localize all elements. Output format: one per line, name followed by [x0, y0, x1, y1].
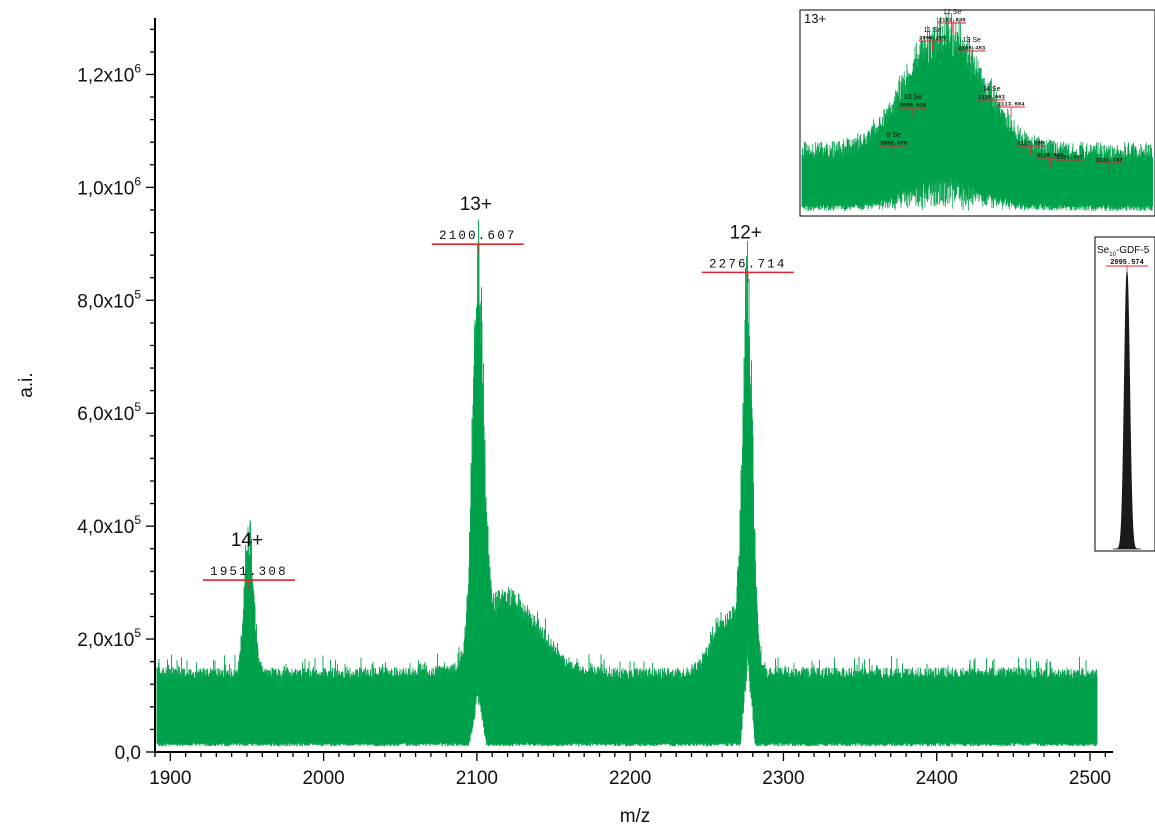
- inset-peak-mass-label: 2102.835: [939, 17, 966, 24]
- y-tick-label: 8,0x105: [77, 287, 141, 312]
- inset-peak-mass-label: 2117.285: [1017, 140, 1044, 147]
- x-tick-label: 2200: [609, 768, 651, 789]
- inset-peak-mass-label: 2120.920: [1037, 152, 1064, 159]
- peak-mass-label: 2276.714: [709, 257, 787, 271]
- inset-peak-se-label: 9 Se: [887, 132, 902, 139]
- main-spectrum-trace: [156, 219, 1098, 747]
- peak-charge-label: 14+: [231, 530, 263, 551]
- inset-se10-gdf5-title-main: Se: [1097, 245, 1110, 256]
- peak-mass-label: 2100.607: [439, 229, 517, 243]
- inset-se10-gdf5-title-sub: 10: [1109, 252, 1116, 258]
- peak-labels: 1951.308 14+ 2100.607 13+ 2276.714 12+: [202, 194, 794, 591]
- x-tick-label: 2000: [302, 768, 344, 789]
- y-tick-label: 1,0x106: [77, 174, 141, 199]
- inset-se10-gdf5-title: Se10-GDF-5: [1097, 245, 1150, 258]
- inset-peak-mass-label: 2131.747: [1096, 157, 1123, 164]
- inset-peak-mass-label: 2106.453: [958, 45, 985, 52]
- inset-se10-gdf5-title-rest: -GDF-5: [1116, 245, 1150, 256]
- x-tick-label: 2300: [762, 768, 804, 789]
- y-tick-label: 2,0x105: [77, 626, 141, 651]
- inset-peak-se-label: 13 Se: [963, 37, 981, 44]
- inset-peak-mass-label: 2099.225: [919, 35, 946, 42]
- y-tick-label: 4,0x105: [77, 513, 141, 538]
- inset-peak-mass-label: 2092.078: [880, 140, 907, 147]
- inset-peak-se-label: 10 Se: [904, 94, 922, 101]
- inset-se10-gdf5-trace-path: [1113, 271, 1141, 550]
- inset-peak-se-label: 11 Se: [924, 27, 942, 34]
- y-tick-label: 6,0x105: [77, 400, 141, 425]
- inset-peak-se-label: 14 Se: [982, 86, 1000, 93]
- peak-charge-label: 12+: [730, 222, 762, 243]
- inset-peak-mass-label: 2095.616: [900, 102, 927, 109]
- inset-peak-se-label: 12 Se: [943, 9, 961, 16]
- x-axis-title: m/z: [620, 806, 651, 825]
- main-trace-path: [156, 219, 1098, 747]
- x-tick-label: 2500: [1069, 768, 1111, 789]
- x-tick-label: 2400: [916, 768, 958, 789]
- y-tick-label: 0,0: [115, 743, 141, 764]
- inset-13plus-trace: [801, 13, 1153, 211]
- inset-peak-mass-label: 2110.063: [978, 94, 1005, 101]
- inset-13plus-title: 13+: [804, 11, 826, 26]
- inset2-peak-mass-label: 2095.574: [1110, 259, 1144, 267]
- inset-13plus-trace-path: [801, 13, 1153, 211]
- y-tick-label: 1,2x106: [77, 61, 141, 86]
- main-axes: 1900 2000 2100 2200 2300 2400 2500 0,0 2,0x105 4,…: [77, 18, 1113, 789]
- y-axis-title: a.i.: [16, 372, 37, 397]
- inset-peak-mass-label: 2124.467: [1056, 154, 1083, 161]
- inset-peak-mass-label: 2113.684: [998, 101, 1025, 108]
- x-tick-label: 2100: [456, 768, 498, 789]
- x-tick-label: 1900: [149, 768, 191, 789]
- inset-se10-gdf5-peak-labels: 2095.574: [1106, 259, 1148, 272]
- inset-se10-gdf5-panel: Se10-GDF-5 2095.574: [1094, 236, 1155, 552]
- inset-se10-gdf5-trace: [1113, 271, 1141, 550]
- peak-mass-label: 1951.308: [210, 565, 288, 579]
- peak-charge-label: 13+: [460, 194, 492, 215]
